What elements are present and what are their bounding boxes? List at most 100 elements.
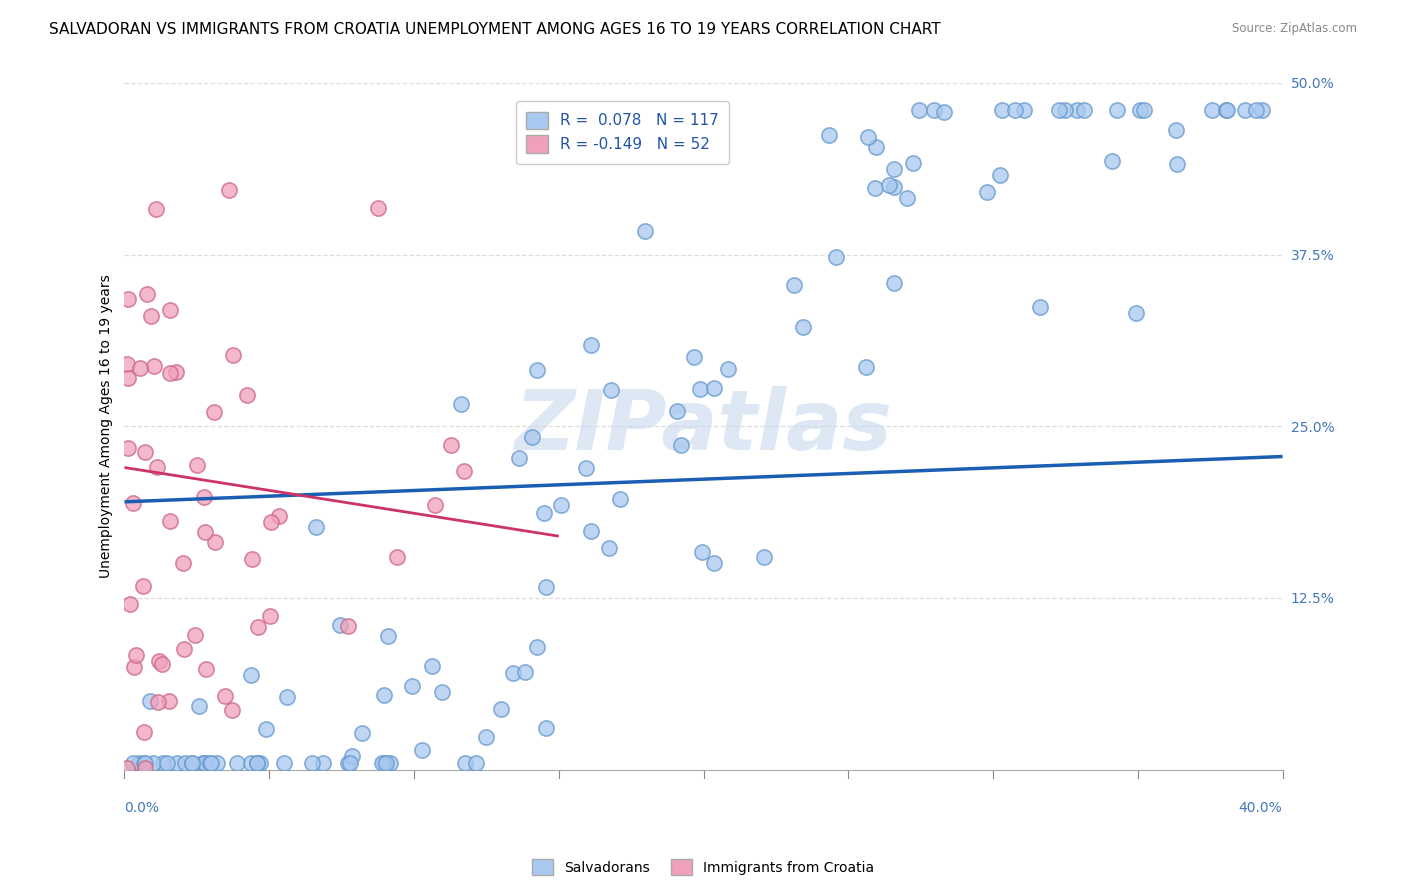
Point [1251,103,1274,118]
Point [534,580,557,594]
Text: 0.0%: 0.0% [125,800,159,814]
Point [311,756,333,770]
Point [877,178,900,192]
Point [1166,156,1188,170]
Point [240,668,263,682]
Point [165,365,187,379]
Point [579,337,602,351]
Point [337,619,360,633]
Point [193,756,215,770]
Point [134,761,156,775]
Point [432,684,454,698]
Point [534,721,557,735]
Point [1125,305,1147,319]
Point [533,507,555,521]
Point [117,442,139,456]
Point [522,430,544,444]
Point [411,743,433,757]
Point [148,654,170,668]
Point [146,459,169,474]
Point [184,628,207,642]
Point [1047,103,1070,118]
Point [159,514,181,528]
Point [204,534,226,549]
Text: ZIPatlas: ZIPatlas [515,386,893,467]
Point [246,756,269,770]
Point [301,756,323,770]
Point [464,756,486,770]
Point [117,761,139,775]
Point [883,162,905,177]
Point [1216,103,1239,118]
Point [159,367,181,381]
Point [818,128,841,142]
Point [385,549,408,564]
Point [454,756,477,770]
Point [202,405,225,419]
Point [824,250,846,264]
Point [246,756,269,770]
Point [855,359,877,374]
Point [194,756,217,770]
Point [181,756,204,770]
Point [377,629,399,643]
Point [173,642,195,657]
Point [117,371,139,385]
Point [240,551,263,566]
Point [181,756,204,770]
Point [122,756,145,770]
Point [205,756,228,770]
Point [328,618,350,632]
Point [373,688,395,702]
Point [599,383,621,397]
Point [991,103,1014,118]
Legend: Salvadorans, Immigrants from Croatia: Salvadorans, Immigrants from Croatia [527,854,879,880]
Point [665,403,688,417]
Point [1004,103,1026,118]
Point [134,445,156,459]
Point [550,499,572,513]
Point [1129,103,1152,118]
Point [526,640,548,654]
Point [896,191,918,205]
Text: SALVADORAN VS IMMIGRANTS FROM CROATIA UNEMPLOYMENT AMONG AGES 16 TO 19 YEARS COR: SALVADORAN VS IMMIGRANTS FROM CROATIA UN… [49,22,941,37]
Point [425,498,447,512]
Point [901,156,924,170]
Point [159,302,181,317]
Point [374,756,396,770]
Point [858,130,880,145]
Point [304,519,326,533]
Point [440,438,463,452]
Point [129,360,152,375]
Point [124,648,146,662]
Point [339,756,361,770]
Point [200,756,222,770]
Point [172,556,194,570]
Point [193,756,215,770]
Point [682,351,704,365]
Point [1166,123,1188,137]
Point [269,508,291,523]
Point [194,662,217,676]
Point [156,756,179,770]
Point [254,722,277,736]
Y-axis label: Unemployment Among Ages 16 to 19 years: Unemployment Among Ages 16 to 19 years [100,275,114,578]
Point [118,597,141,611]
Point [222,348,245,362]
Point [187,698,209,713]
Point [976,186,998,200]
Point [907,103,929,118]
Point [508,450,530,465]
Point [249,756,271,770]
Point [236,388,259,402]
Point [132,756,155,770]
Point [148,695,170,709]
Point [634,224,657,238]
Text: 40.0%: 40.0% [1239,800,1282,814]
Point [260,516,283,530]
Point [922,103,945,118]
Point [489,702,512,716]
Point [132,580,155,594]
Point [122,496,145,510]
Point [193,490,215,504]
